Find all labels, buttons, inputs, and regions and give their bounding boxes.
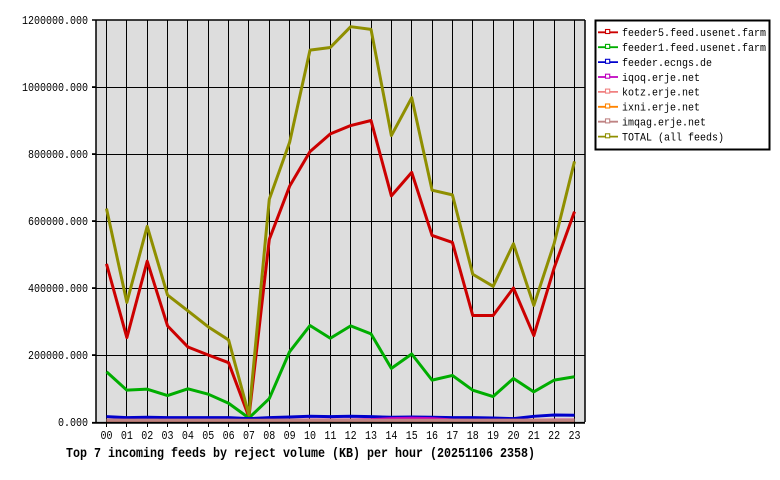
svg-text:17: 17 — [446, 429, 458, 443]
svg-text:23: 23 — [569, 429, 581, 443]
svg-text:600000.000: 600000.000 — [28, 215, 88, 229]
svg-text:0.000: 0.000 — [58, 416, 88, 430]
svg-text:kotz.erje.net: kotz.erje.net — [622, 88, 700, 100]
svg-text:09: 09 — [284, 429, 296, 443]
svg-text:TOTAL (all feeds): TOTAL (all feeds) — [622, 132, 724, 144]
svg-text:1200000.000: 1200000.000 — [22, 14, 88, 28]
svg-text:imqag.erje.net: imqag.erje.net — [622, 118, 706, 130]
svg-text:03: 03 — [162, 429, 174, 443]
svg-text:07: 07 — [243, 429, 255, 443]
svg-text:1000000.000: 1000000.000 — [22, 81, 88, 95]
svg-text:20: 20 — [507, 429, 519, 443]
svg-text:Top 7 incoming feeds by reject: Top 7 incoming feeds by reject volume (K… — [66, 446, 535, 462]
svg-text:06: 06 — [223, 429, 235, 443]
svg-text:feeder5.feed.usenet.farm: feeder5.feed.usenet.farm — [622, 28, 766, 40]
svg-text:16: 16 — [426, 429, 438, 443]
svg-text:10: 10 — [304, 429, 316, 443]
svg-text:11: 11 — [324, 429, 336, 443]
svg-text:19: 19 — [487, 429, 499, 443]
svg-text:400000.000: 400000.000 — [28, 282, 88, 296]
svg-text:08: 08 — [263, 429, 275, 443]
svg-text:15: 15 — [406, 429, 418, 443]
svg-text:feeder1.feed.usenet.farm: feeder1.feed.usenet.farm — [622, 43, 766, 55]
svg-text:18: 18 — [467, 429, 479, 443]
svg-text:800000.000: 800000.000 — [28, 148, 88, 162]
svg-text:14: 14 — [385, 429, 397, 443]
svg-text:13: 13 — [365, 429, 377, 443]
svg-text:01: 01 — [121, 429, 133, 443]
svg-text:05: 05 — [202, 429, 214, 443]
svg-text:12: 12 — [345, 429, 357, 443]
svg-text:04: 04 — [182, 429, 194, 443]
svg-text:02: 02 — [141, 429, 153, 443]
svg-text:feeder.ecngs.de: feeder.ecngs.de — [622, 58, 712, 70]
svg-text:22: 22 — [548, 429, 560, 443]
svg-text:iqoq.erje.net: iqoq.erje.net — [622, 73, 700, 85]
svg-text:ixni.erje.net: ixni.erje.net — [622, 103, 700, 115]
svg-text:200000.000: 200000.000 — [28, 349, 88, 363]
svg-text:00: 00 — [101, 429, 113, 443]
svg-text:21: 21 — [528, 429, 540, 443]
